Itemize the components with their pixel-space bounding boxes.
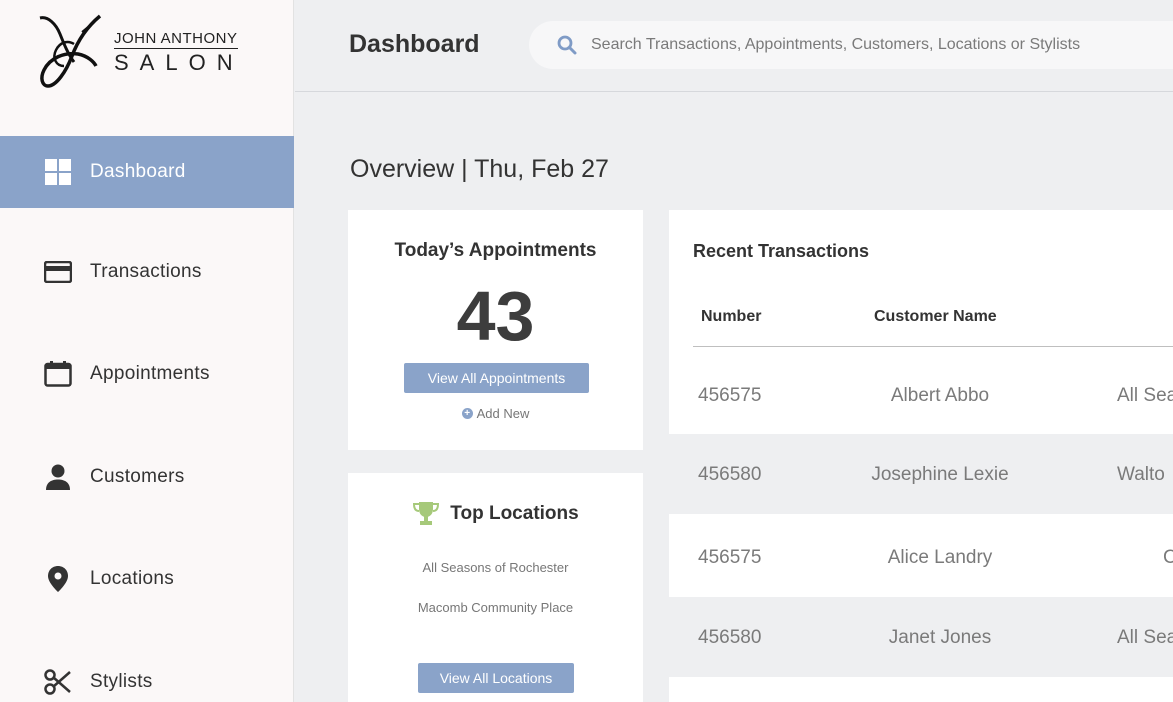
transaction-location: C [1163, 547, 1173, 568]
calendar-icon [44, 360, 72, 388]
table-row[interactable]: 456580 Janet Jones All Sea [669, 597, 1173, 677]
customer-name: Albert Abbo [890, 385, 990, 406]
map-pin-icon [44, 565, 72, 593]
appointments-title: Today’s Appointments [394, 240, 597, 261]
view-all-locations-button[interactable]: View All Locations [418, 663, 574, 693]
location-list-item[interactable]: All Seasons of Rochester [422, 560, 569, 575]
sidebar-item-transactions[interactable]: Transactions [0, 236, 294, 308]
sidebar-item-stylists[interactable]: Stylists [0, 646, 294, 702]
search-input[interactable] [591, 36, 1173, 54]
appointments-card: Today’s Appointments 43 View All Appoint… [348, 210, 643, 450]
top-locations-card: Top Locations All Seasons of Rochester M… [348, 473, 643, 702]
table-row[interactable]: 456575 Alice Landry C [669, 517, 1173, 597]
brand-name-line1: JOHN ANTHONY [114, 30, 238, 49]
transaction-location: All Sea [1117, 627, 1173, 648]
add-new-appointment-link[interactable]: + Add New [348, 406, 643, 421]
customer-name: Alice Landry [887, 547, 993, 568]
column-header-customer-name[interactable]: Customer Name [874, 308, 997, 325]
page-title: Dashboard [349, 30, 480, 58]
trophy-icon [413, 502, 440, 525]
sidebar-item-appointments[interactable]: Appointments [0, 338, 294, 410]
scissors-icon [44, 668, 72, 696]
transaction-number: 456580 [698, 627, 762, 648]
table-header: Number Customer Name [693, 306, 1173, 347]
recent-transactions-card: Recent Transactions Number Customer Name… [669, 210, 1173, 702]
transaction-number: 456580 [698, 464, 762, 485]
sidebar-item-locations[interactable]: Locations [0, 543, 294, 615]
sidebar-item-label: Locations [90, 568, 175, 589]
person-icon [44, 463, 72, 491]
add-new-label: Add New [476, 406, 530, 421]
recent-transactions-title: Recent Transactions [693, 241, 870, 261]
column-header-number[interactable]: Number [701, 308, 762, 325]
sidebar: JOHN ANTHONY SALON Dashboard Transaction… [0, 0, 294, 702]
brand-name-line2: SALON [114, 50, 244, 75]
sidebar-item-label: Customers [90, 466, 185, 487]
sidebar-item-label: Appointments [90, 363, 210, 384]
transaction-number: 456575 [698, 547, 762, 568]
sidebar-item-customers[interactable]: Customers [0, 441, 294, 513]
sidebar-item-dashboard[interactable]: Dashboard [0, 136, 294, 208]
top-header: Dashboard [295, 0, 1173, 92]
transaction-location: Walto [1117, 464, 1165, 485]
transaction-number: 456575 [698, 385, 762, 406]
transaction-location: All Sea [1117, 385, 1173, 406]
top-locations-label: Top Locations [450, 503, 579, 524]
table-row[interactable]: 456575 Albert Abbo All Sea [669, 355, 1173, 435]
logo-monogram-icon [39, 14, 102, 88]
plus-circle-icon: + [461, 408, 473, 419]
brand-logo[interactable]: JOHN ANTHONY SALON [0, 0, 294, 136]
credit-card-icon [44, 258, 72, 286]
sidebar-item-label: Dashboard [90, 161, 186, 182]
search-bar[interactable] [529, 21, 1173, 69]
customer-name: Janet Jones [888, 627, 992, 648]
search-icon [557, 35, 577, 55]
view-all-appointments-button[interactable]: View All Appointments [404, 363, 589, 393]
top-locations-title: Top Locations [348, 501, 643, 527]
table-row[interactable]: 456580 Josephine Lexie Walto [669, 434, 1173, 514]
grid-icon [44, 158, 72, 186]
sidebar-item-label: Transactions [90, 261, 202, 282]
overview-heading: Overview | Thu, Feb 27 [350, 155, 609, 183]
appointments-count: 43 [456, 277, 535, 355]
sidebar-item-label: Stylists [90, 671, 153, 692]
customer-name: Josephine Lexie [871, 464, 1009, 485]
location-list-item[interactable]: Macomb Community Place [417, 600, 574, 615]
